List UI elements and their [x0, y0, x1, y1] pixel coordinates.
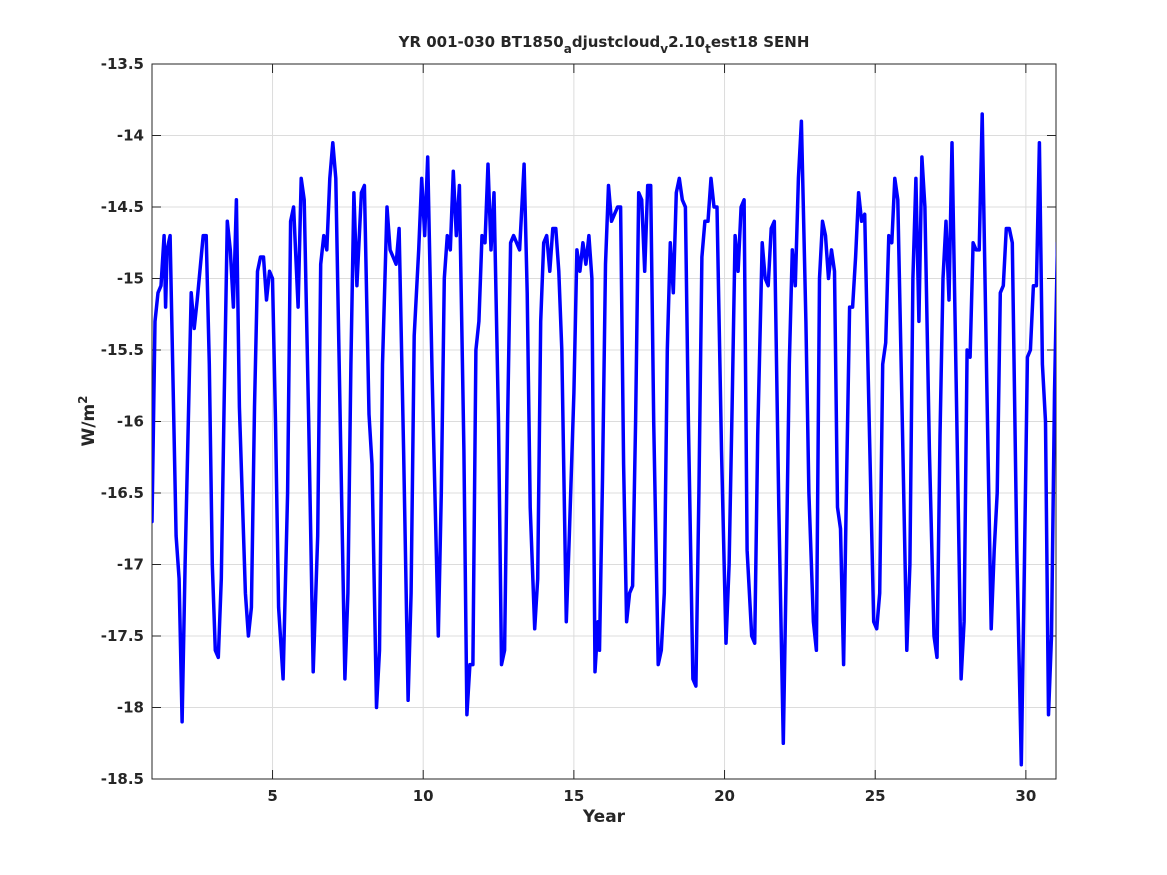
- title-part: est18 SENH: [711, 33, 810, 51]
- y-axis-label: W/m2: [76, 395, 99, 446]
- x-tick-label: 5: [267, 787, 277, 805]
- x-tick-label: 30: [1015, 787, 1036, 805]
- y-tick-label: -16: [117, 413, 144, 431]
- x-tick-label: 10: [413, 787, 434, 805]
- y-tick-label: -18: [117, 699, 144, 717]
- y-tick-label: -15: [117, 270, 144, 288]
- y-tick-label: -17.5: [101, 627, 144, 645]
- title-part: YR 001-030 BT1850: [398, 33, 564, 51]
- x-axis-label: Year: [582, 807, 626, 827]
- chart-title: YR 001-030 BT1850adjustcloudv2.10test18 …: [398, 33, 810, 56]
- y-axis: -18.5 -18 -17.5 -17 -16.5 -16 -15.5 -15 -14.5 -14…: [101, 55, 1056, 788]
- x-tick-label: 20: [714, 787, 735, 805]
- y-tick-label: -14.5: [101, 198, 144, 216]
- title-part: 2.10: [668, 33, 705, 51]
- y-tick-label: -16.5: [101, 484, 144, 502]
- y-axis-label-base: W/m: [79, 404, 99, 447]
- y-tick-label: -14: [117, 127, 144, 145]
- x-tick-label: 15: [563, 787, 584, 805]
- y-tick-label: -15.5: [101, 341, 144, 359]
- x-tick-label: 25: [865, 787, 886, 805]
- series-lines: [152, 112, 1056, 767]
- title-part: a: [564, 42, 572, 56]
- title-part: djustcloud: [572, 33, 660, 51]
- x-axis: 5 10 15 20 25 30: [267, 64, 1036, 805]
- y-axis-label-superscript: 2: [76, 395, 90, 403]
- title-part: t: [705, 42, 711, 56]
- y-tick-label: -17: [117, 556, 144, 574]
- title-part: v: [660, 42, 668, 56]
- y-tick-label: -18.5: [101, 770, 144, 788]
- y-tick-label: -13.5: [101, 55, 144, 73]
- series-line: [152, 112, 1056, 767]
